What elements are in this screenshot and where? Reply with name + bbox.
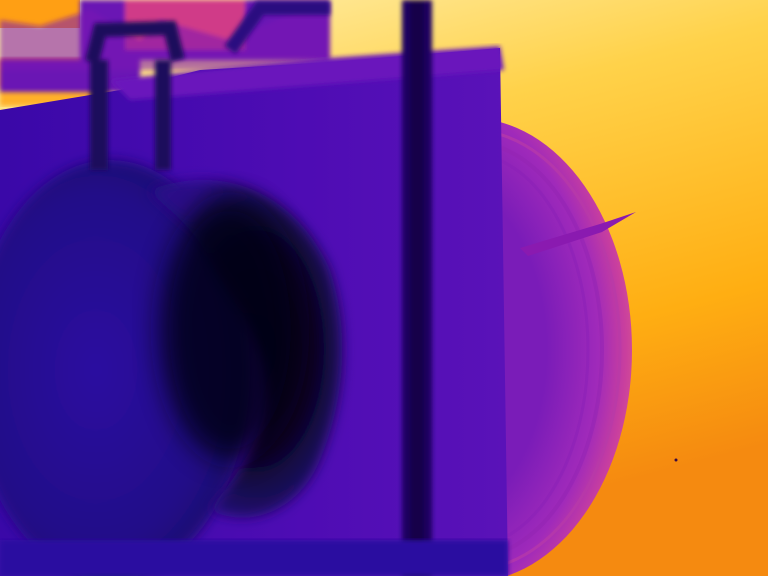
cold-core — [150, 179, 343, 518]
pipe-left-2 — [155, 60, 171, 170]
probe-wire — [520, 212, 636, 256]
top-pipe-area — [0, 0, 330, 92]
speck — [674, 458, 678, 462]
vertical-pipes — [85, 0, 432, 576]
pipe-left-1 — [90, 60, 108, 170]
